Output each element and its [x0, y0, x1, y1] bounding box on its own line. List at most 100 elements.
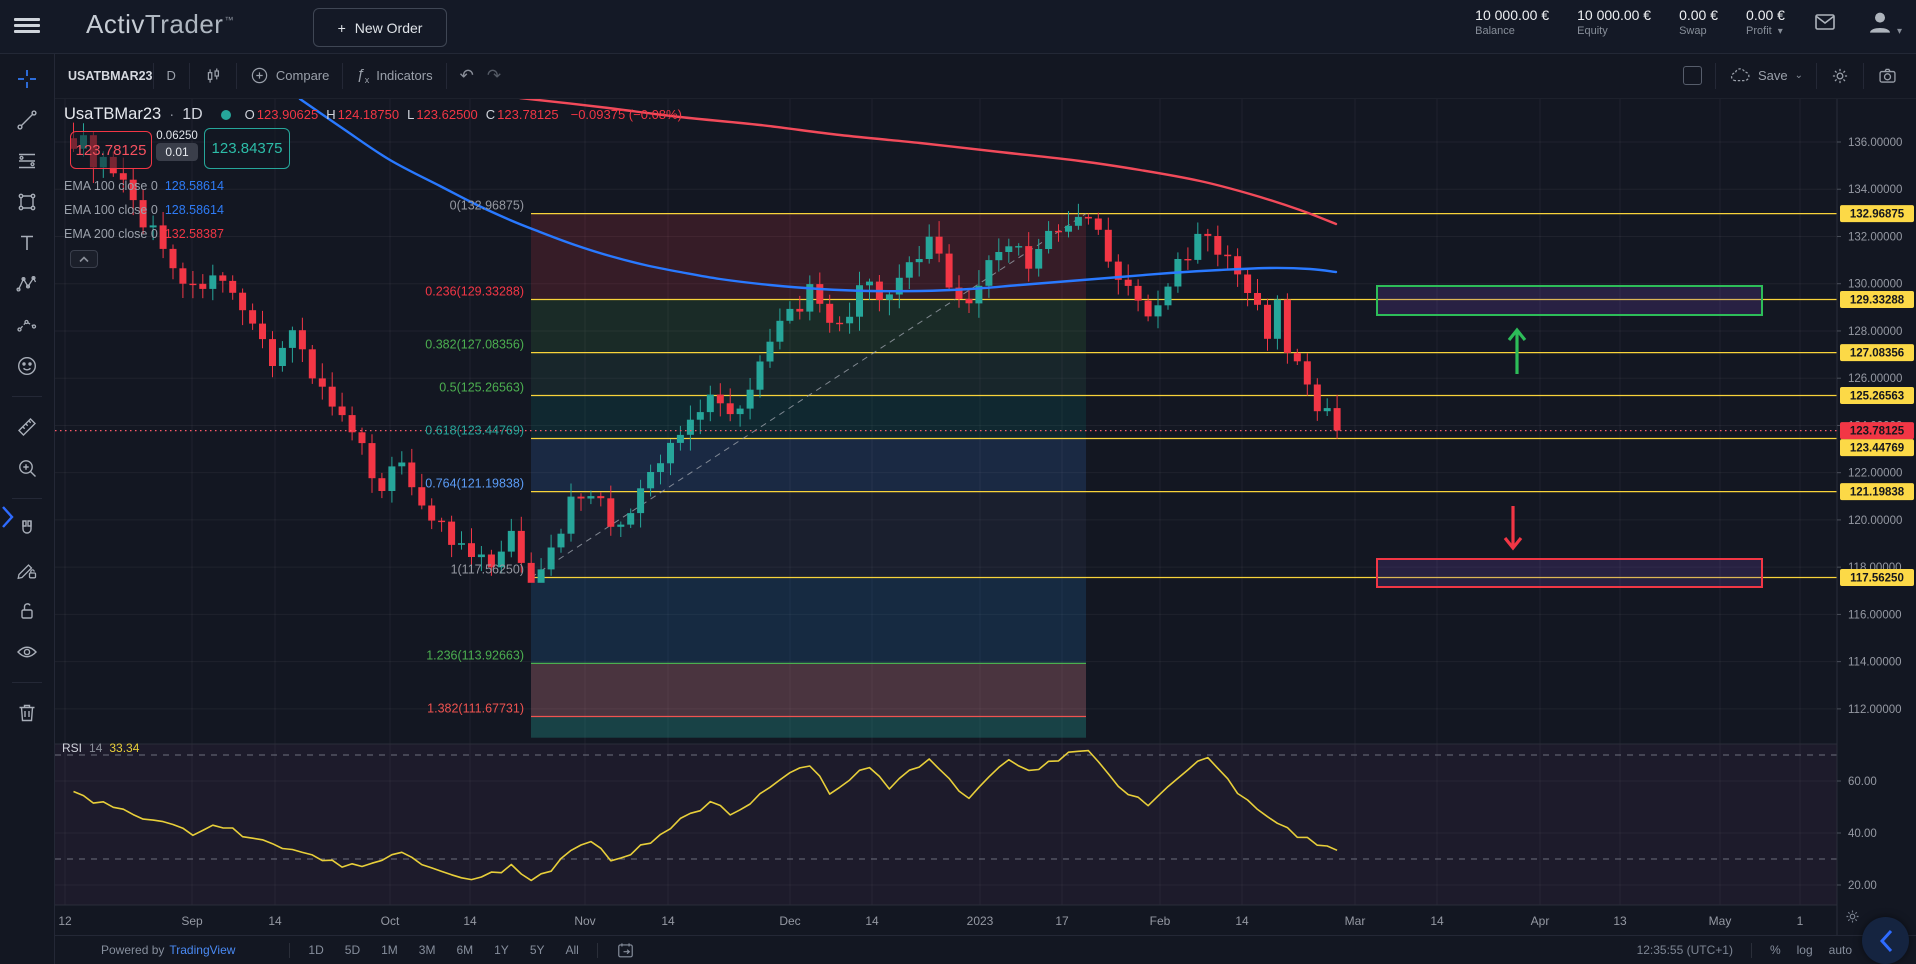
candle	[706, 394, 714, 413]
candle	[129, 179, 137, 201]
multichart-checkbox[interactable]	[1670, 53, 1715, 98]
compare-button[interactable]: Compare	[237, 53, 342, 98]
range-button-1d[interactable]: 1D	[308, 943, 324, 957]
candle	[428, 505, 436, 521]
candle	[507, 530, 515, 552]
shapes-icon[interactable]	[14, 189, 40, 215]
buy-ask-button[interactable]: 123.84375	[204, 128, 290, 169]
new-order-button[interactable]: + New Order	[313, 8, 447, 47]
forecast-icon[interactable]	[14, 312, 40, 338]
candle	[766, 341, 774, 362]
emoji-icon[interactable]	[14, 353, 40, 379]
range-button-all[interactable]: All	[565, 943, 579, 957]
candle	[895, 277, 903, 295]
range-button-1y[interactable]: 1Y	[494, 943, 509, 957]
undo-button[interactable]: ↶	[459, 65, 474, 85]
go-to-date-icon[interactable]	[616, 941, 635, 960]
fx-icon: ƒx	[356, 66, 370, 85]
percent-scale-button[interactable]: %	[1769, 943, 1781, 957]
fib-retracement-icon[interactable]	[14, 148, 40, 174]
range-button-5d[interactable]: 5D	[344, 943, 361, 957]
candle	[348, 415, 356, 433]
candle	[577, 496, 585, 499]
ema-100-line[interactable]	[298, 98, 1338, 293]
plus-circle-icon	[251, 67, 268, 84]
rsi-line[interactable]	[73, 749, 1338, 882]
text-tool-icon[interactable]	[14, 230, 40, 256]
symbol-button[interactable]: USATBMAR23	[68, 68, 153, 83]
menu-icon[interactable]	[14, 15, 40, 37]
candle	[657, 463, 664, 472]
range-button-6m[interactable]: 6M	[456, 943, 474, 957]
xabcd-pattern-icon[interactable]	[14, 271, 40, 297]
zoom-in-icon[interactable]	[14, 455, 40, 481]
price-axis[interactable]	[1837, 98, 1916, 935]
indicator-legend-row[interactable]: EMA 200 close 0 132.58387	[64, 227, 224, 241]
ruler-icon[interactable]	[14, 414, 40, 440]
fib-level-label: 0.618(123.44769)	[425, 424, 524, 438]
candle	[676, 434, 684, 443]
hide-drawings-icon[interactable]	[14, 639, 40, 665]
mail-icon[interactable]	[1813, 10, 1837, 34]
trade-panel-toggle-button[interactable]	[1862, 917, 1909, 964]
log-scale-button[interactable]: log	[1796, 943, 1813, 957]
candle	[1214, 236, 1222, 255]
demand-zone-box[interactable]	[1376, 558, 1763, 588]
candle	[487, 554, 495, 568]
fib-trend-line[interactable]	[530, 213, 1087, 578]
collapse-legend-button[interactable]	[70, 250, 98, 268]
rsi-pane[interactable]	[55, 744, 1837, 905]
candle	[617, 524, 625, 527]
fib-price-badge	[1840, 483, 1914, 501]
range-button-3m[interactable]: 3M	[418, 943, 436, 957]
timezone-settings-gear-icon[interactable]	[1844, 908, 1861, 930]
interval-button[interactable]: D	[166, 68, 176, 83]
fib-band	[531, 577, 1086, 664]
clock[interactable]: 12:35:55 (UTC+1)	[1636, 943, 1733, 957]
balance-field: 10 000.00 € Balance	[1475, 7, 1550, 37]
profit-field[interactable]: 0.00 € Profit ▾	[1746, 7, 1785, 37]
range-button-5y[interactable]: 5Y	[529, 943, 545, 957]
sell-bid-button[interactable]: 123.78125	[70, 131, 152, 169]
range-button-1m[interactable]: 1M	[381, 943, 398, 957]
indicator-legend-row[interactable]: EMA 100 close 0 128.58614	[64, 203, 224, 217]
crosshair-icon[interactable]	[14, 66, 40, 92]
supply-zone-box[interactable]	[1376, 285, 1763, 316]
redo-button[interactable]: ↷	[486, 65, 502, 85]
trend-line-icon[interactable]	[14, 107, 40, 133]
candle	[1074, 216, 1082, 226]
chart-settings-button[interactable]	[1817, 53, 1863, 98]
candle	[259, 323, 266, 340]
auto-scale-button[interactable]: auto	[1828, 943, 1852, 957]
chart-style-button[interactable]	[190, 53, 236, 98]
candle	[836, 322, 844, 325]
candle	[557, 533, 565, 548]
tradingview-link[interactable]: TradingView	[169, 943, 236, 957]
magnet-icon[interactable]	[14, 516, 40, 542]
indicator-legend-row[interactable]: EMA 100 close 0 128.58614	[64, 179, 224, 193]
fib-band	[531, 716, 1086, 738]
rsi-legend[interactable]: RSI 14 33.34	[62, 741, 140, 755]
candle	[1114, 261, 1122, 280]
lock-drawings-icon[interactable]	[14, 598, 40, 624]
snapshot-button[interactable]	[1864, 53, 1916, 98]
indicators-button[interactable]: ƒx Indicators	[356, 66, 433, 85]
user-avatar[interactable]: ▾	[1865, 7, 1902, 37]
expand-panel-chevron-icon[interactable]	[0, 500, 16, 539]
drawing-mode-lock-icon[interactable]	[14, 557, 40, 583]
time-axis[interactable]	[55, 905, 1837, 935]
time-tick: 2023	[967, 914, 994, 928]
rsi-tick: 40.00	[1848, 828, 1877, 840]
time-tick: Oct	[381, 914, 400, 928]
candle	[1333, 408, 1341, 431]
candle	[1224, 254, 1232, 257]
remove-drawings-icon[interactable]	[14, 700, 40, 726]
svg-text:129.33288: 129.33288	[1850, 295, 1905, 307]
candle	[1124, 279, 1132, 286]
candle	[846, 316, 854, 324]
save-layout-button[interactable]: Save ⌄	[1716, 53, 1816, 98]
candle	[726, 403, 734, 415]
ema-200-line[interactable]	[518, 98, 1338, 226]
